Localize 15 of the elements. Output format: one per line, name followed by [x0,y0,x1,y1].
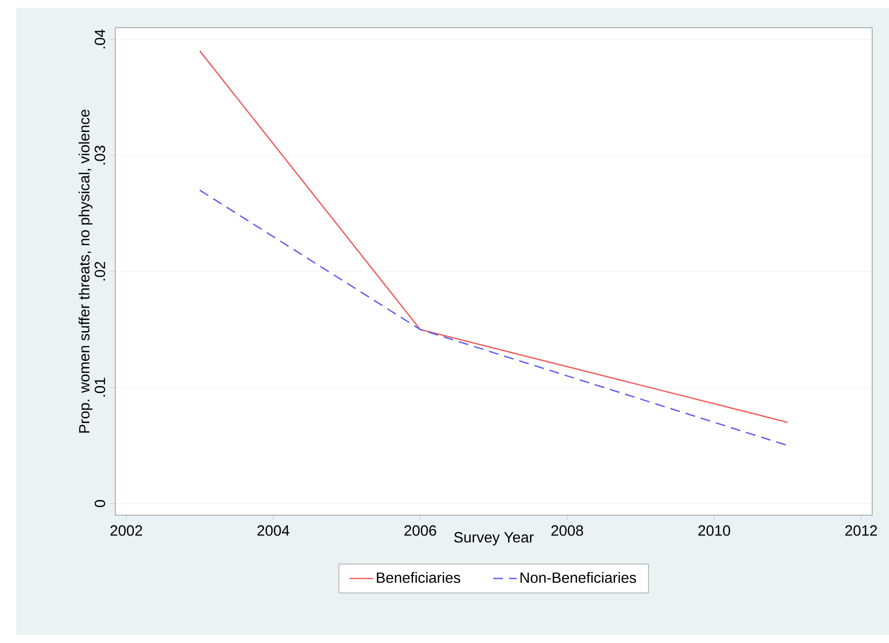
y-tick-label: .02 [94,262,106,280]
y-tick-label: 0 [94,500,106,508]
y-tick-label: .01 [94,378,106,396]
x-tick-label: 2012 [845,525,877,536]
x-tick-label: 2002 [110,525,142,536]
x-tick-label: 2010 [698,525,730,536]
x-axis-title: Survey Year [454,532,534,546]
y-axis-title: Prop. women suffer threats, no physical, violence [78,110,92,433]
y-tick-label: .04 [94,29,106,48]
x-tick-label: 2008 [551,525,584,536]
x-tick-label: 2004 [257,525,290,536]
legend-label: Non-Beneficiaries [520,572,636,583]
legend-label: Beneficiaries [376,572,460,583]
x-tick-label: 2006 [404,525,436,536]
y-tick-label: .03 [94,146,106,164]
